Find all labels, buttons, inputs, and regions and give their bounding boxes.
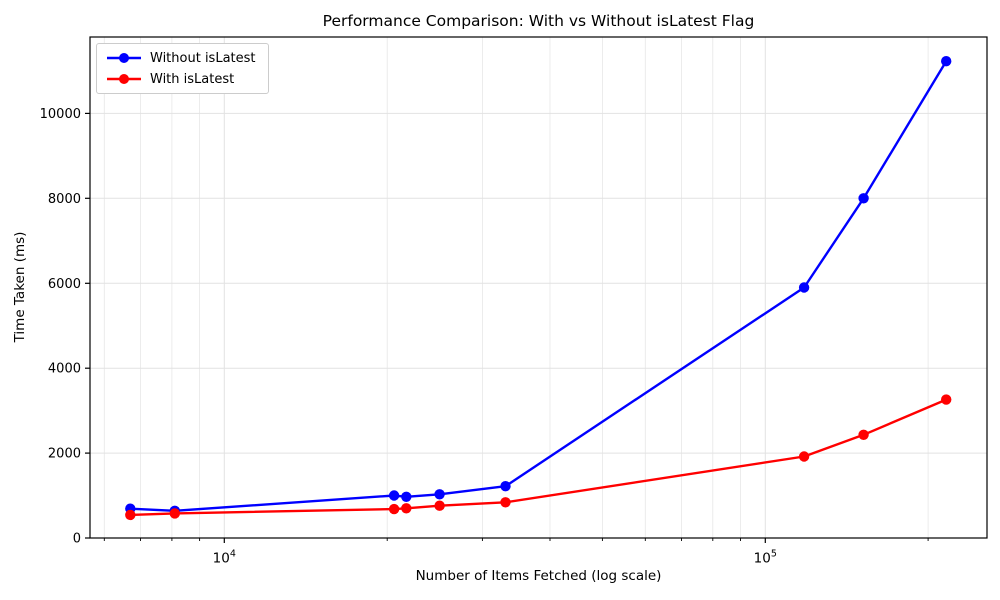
series-line-without-islatest	[129, 60, 948, 512]
chart-title: Performance Comparison: With vs Without …	[322, 12, 755, 30]
data-point-with-islatest	[125, 509, 136, 521]
legend-marker-without-islatest	[107, 53, 141, 63]
x-tick-label: 105	[754, 549, 777, 567]
y-tick-label: 0	[73, 532, 81, 547]
plot-border	[89, 36, 988, 539]
data-point-without-islatest	[388, 490, 400, 501]
data-point-with-islatest	[858, 429, 869, 440]
data-point-without-islatest	[798, 282, 810, 293]
y-tick-label: 8000	[48, 192, 81, 207]
data-point-with-islatest	[500, 497, 511, 508]
data-point-with-islatest	[169, 508, 180, 519]
data-point-with-islatest	[941, 394, 952, 405]
data-point-without-islatest	[858, 193, 869, 204]
data-point-without-islatest	[401, 491, 412, 502]
series-line-with-islatest	[129, 398, 948, 517]
x-axis-label: Number of Items Fetched (log scale)	[415, 568, 662, 584]
data-point-with-islatest	[401, 503, 412, 514]
y-tick-label: 4000	[48, 362, 81, 377]
data-point-without-islatest	[941, 56, 952, 67]
legend-label-without-islatest: Without isLatest	[150, 50, 256, 66]
y-tick-label: 6000	[48, 277, 81, 292]
legend-entry-without-islatest: Without isLatest	[106, 49, 256, 67]
y-tick-label: 2000	[48, 447, 81, 462]
data-point-with-islatest	[798, 451, 810, 462]
data-point-with-islatest	[388, 503, 400, 515]
data-point-with-islatest	[434, 500, 445, 511]
legend: Without isLatest With isLatest	[96, 43, 269, 94]
legend-label-with-islatest: With isLatest	[150, 71, 235, 87]
x-tick-label: 104	[213, 549, 236, 567]
data-point-without-islatest	[434, 489, 445, 500]
data-point-without-islatest	[500, 481, 511, 492]
y-tick-label: 10000	[40, 107, 81, 122]
legend-entry-with-islatest: With isLatest	[106, 70, 256, 88]
legend-marker-with-islatest	[107, 74, 141, 84]
